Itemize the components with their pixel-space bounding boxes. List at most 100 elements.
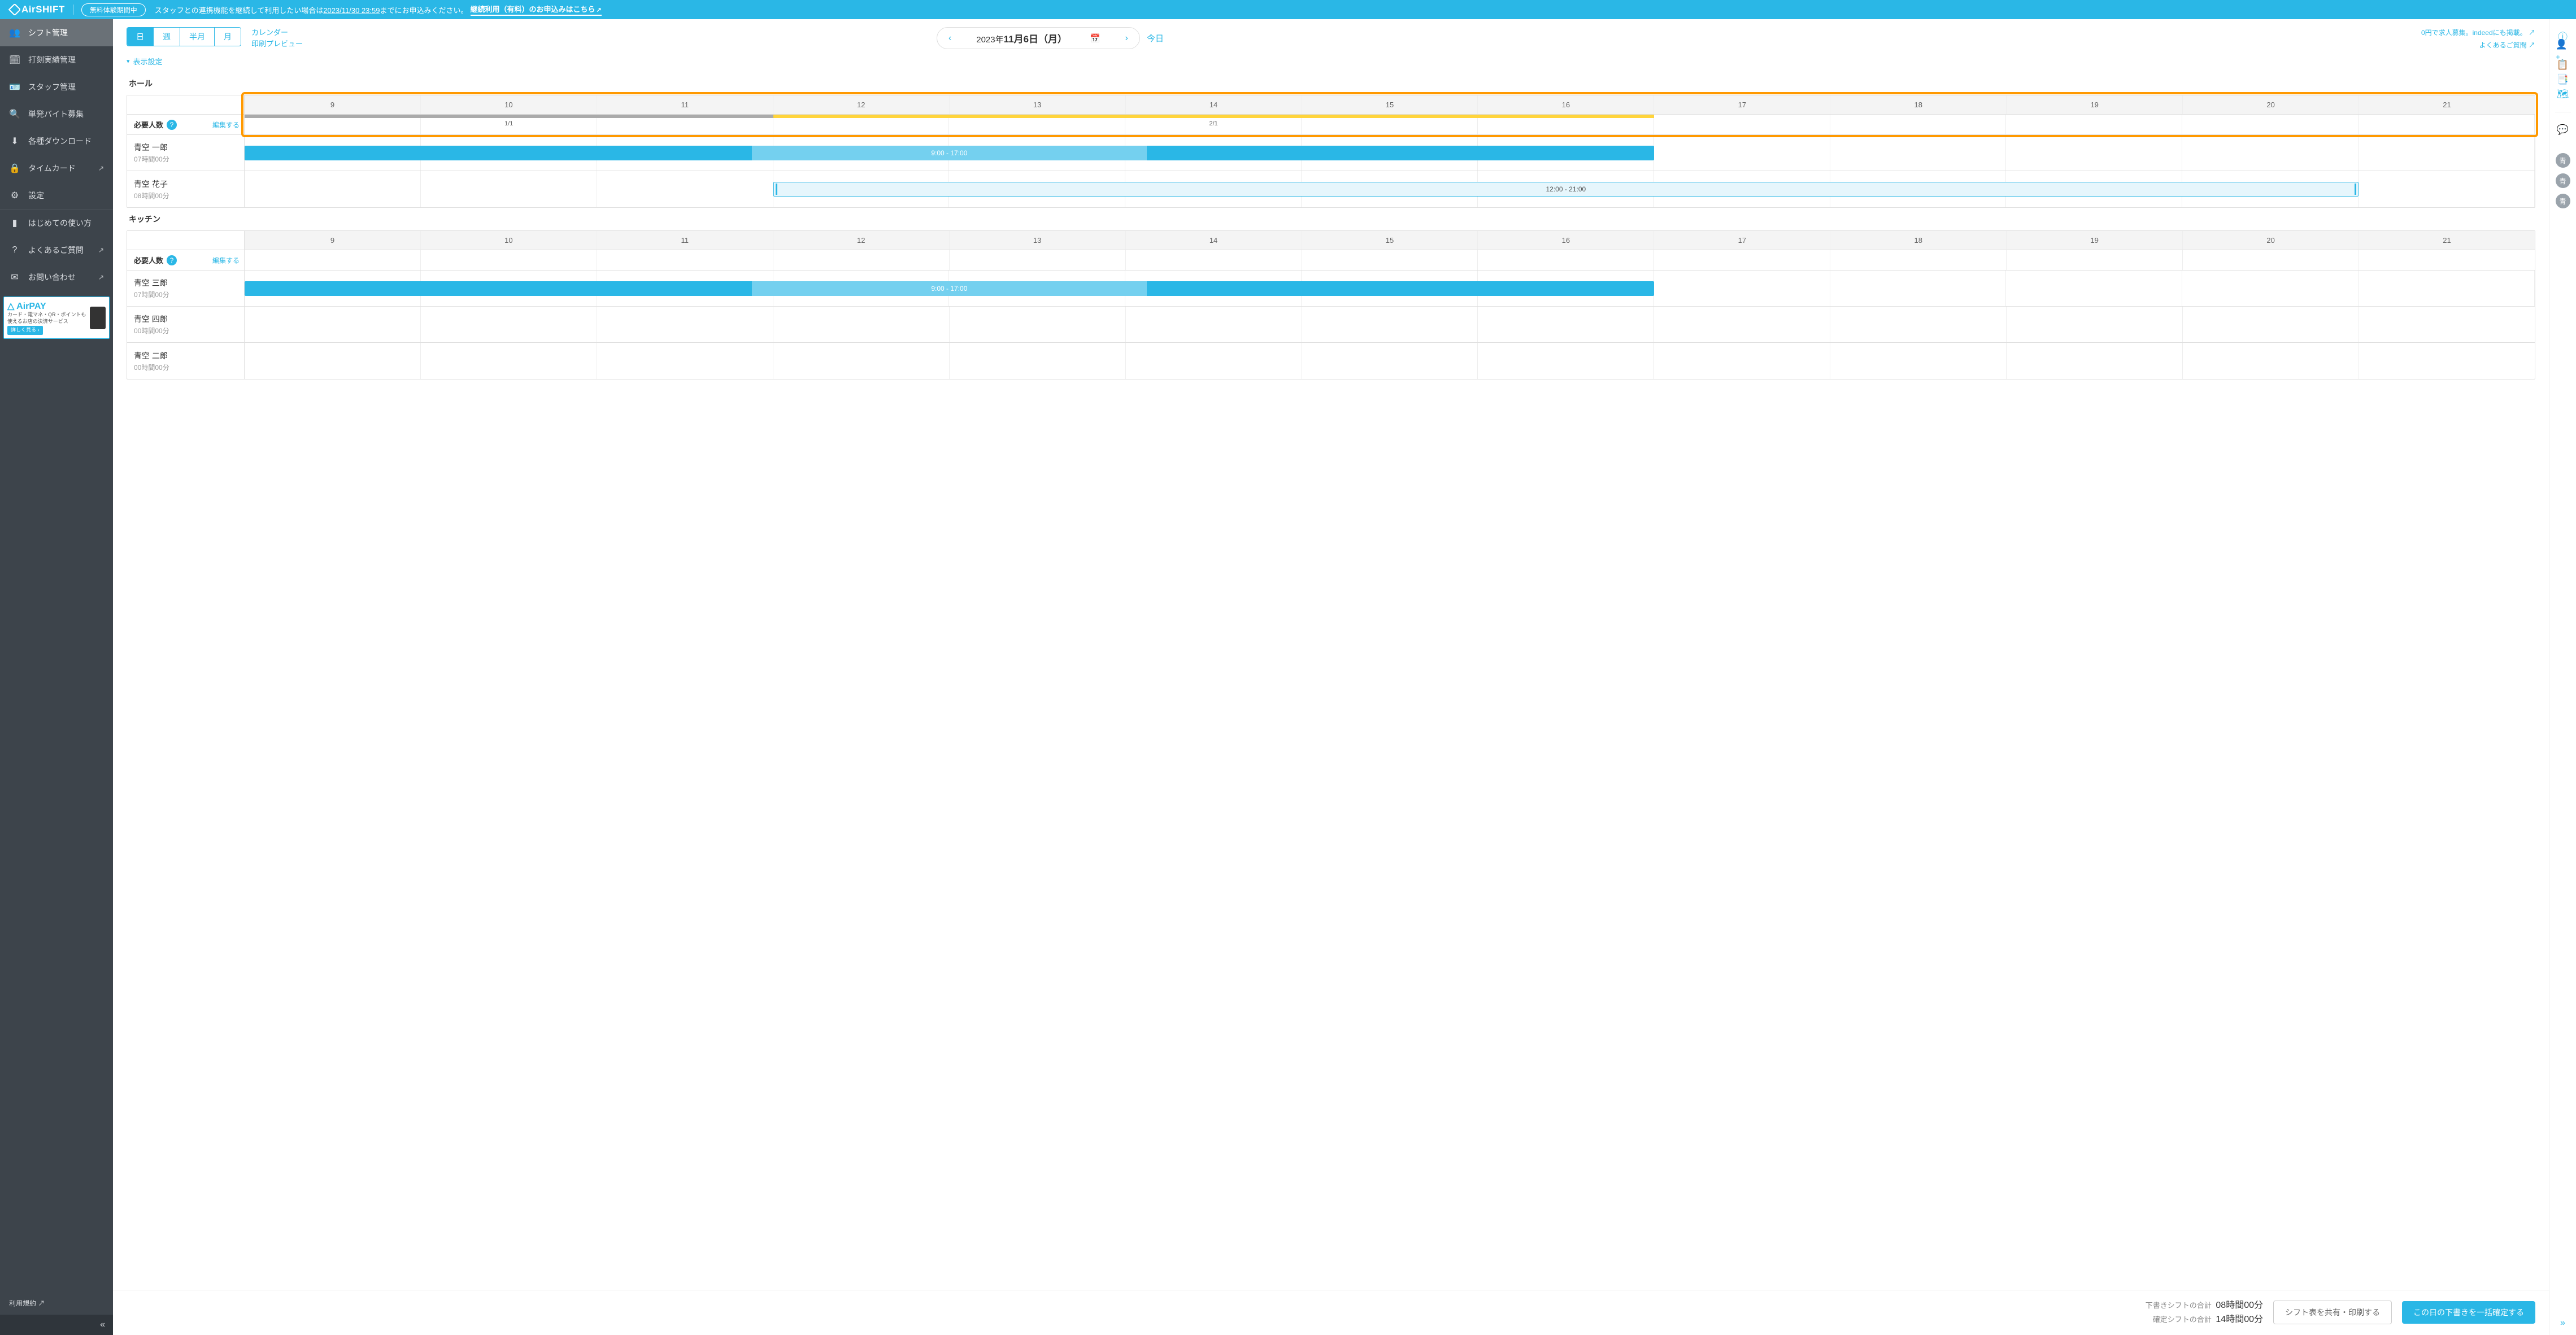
hour-header: 13	[950, 95, 1126, 114]
toolbar: 日週半月月 カレンダー 印刷プレビュー ‹ 2023年11月6日（月） 📅 › …	[113, 19, 2549, 56]
footer-bar: 下書きシフトの合計 08時間00分 確定シフトの合計 14時間00分 シフト表を…	[113, 1290, 2549, 1335]
help-icon[interactable]: ?	[167, 120, 177, 130]
sidebar-item-label: お問い合わせ	[28, 272, 76, 283]
sidebar-ad-airpay[interactable]: △ AirPAY カード・電マネ・QR・ポイントも使えるお店の決済サービス 詳し…	[3, 296, 110, 339]
sidebar-item-label: シフト管理	[28, 27, 68, 38]
sidebar-collapse-button[interactable]: «	[0, 1315, 113, 1335]
staff-name: 青空 四郎	[134, 313, 237, 325]
view-segment: 日週半月月	[127, 27, 241, 46]
sidebar-item-6[interactable]: ⚙設定	[0, 182, 113, 209]
calendar-link[interactable]: カレンダー	[251, 27, 303, 38]
sidebar-item-0[interactable]: 👥シフト管理	[0, 19, 113, 46]
sidebar-icon: ?	[9, 245, 20, 255]
app-logo: AirSHIFT	[10, 4, 65, 15]
sidebar-icon: ✉	[9, 272, 20, 283]
hour-header: 13	[950, 231, 1126, 250]
hour-header: 17	[1654, 95, 1830, 114]
rail-expand-button[interactable]: »	[2560, 1318, 2565, 1328]
prev-day-button[interactable]: ‹	[946, 33, 954, 43]
next-day-button[interactable]: ›	[1123, 33, 1130, 43]
faq-link[interactable]: よくあるご質問 ↗	[2421, 40, 2535, 52]
staff-hours: 08時間00分	[134, 191, 237, 200]
confirm-all-button[interactable]: この日の下書きを一括確定する	[2402, 1301, 2535, 1324]
sidebar-terms-link[interactable]: 利用規約 ↗	[0, 1292, 113, 1315]
sidebar-icon: 🔍	[9, 108, 20, 120]
hour-header: 10	[421, 231, 597, 250]
staff-row: 青空 四郎00時間00分	[127, 307, 2535, 343]
rail-avatar-2[interactable]: 青	[2556, 194, 2570, 208]
external-icon: ↗	[98, 273, 104, 281]
hour-header: 16	[1478, 95, 1654, 114]
schedule-grid: 9101112131415161718192021必要人数?編集する青空 三郎0…	[127, 230, 2535, 379]
external-icon: ↗	[597, 7, 602, 14]
sidebar-icon: ⚙	[9, 190, 20, 201]
sidebar-icon: 🪪	[9, 81, 20, 93]
hour-header: 19	[2007, 231, 2183, 250]
staff-row: 青空 一郎07時間00分 9:00 - 17:00	[127, 135, 2535, 171]
date-navigator: ‹ 2023年11月6日（月） 📅 ›	[937, 27, 1140, 49]
seg-月[interactable]: 月	[215, 28, 241, 46]
sidebar-item-5[interactable]: 🔒タイムカード↗	[0, 155, 113, 182]
staff-name: 青空 一郎	[134, 142, 237, 153]
sidebar-item-2[interactable]: 🪪 スタッフ管理	[0, 73, 113, 101]
hour-header: 21	[2359, 95, 2535, 114]
rail-icon-2[interactable]: 📋	[2556, 58, 2570, 72]
sidebar-item-label: 単発バイト募集	[28, 108, 84, 120]
hour-header: 10	[421, 95, 597, 114]
trial-banner: AirSHIFT 無料体験期間中 スタッフとの連携機能を継続して利用したい場合は…	[0, 0, 2576, 19]
edit-required-link[interactable]: 編集する	[212, 255, 240, 265]
rail-icon-4[interactable]: 🗺	[2556, 87, 2570, 102]
share-print-button[interactable]: シフト表を共有・印刷する	[2273, 1301, 2392, 1324]
calendar-icon[interactable]: 📅	[1090, 33, 1100, 43]
hour-header: 9	[245, 231, 421, 250]
sidebar-item-0[interactable]: ▮はじめての使い方	[0, 210, 113, 237]
trial-pill: 無料体験期間中	[81, 3, 146, 16]
banner-cta-link[interactable]: 継続利用（有料）のお申込みはこちら↗	[471, 3, 602, 16]
rail-icon-3[interactable]: 📑	[2556, 72, 2570, 87]
seg-日[interactable]: 日	[127, 28, 154, 46]
chat-icon[interactable]: 💬	[2556, 123, 2570, 137]
rail-icon-1[interactable]: 👤₊	[2556, 43, 2570, 58]
sidebar-item-1[interactable]: ?よくあるご質問↗	[0, 237, 113, 264]
rail-avatar-0[interactable]: 青	[2556, 153, 2570, 168]
shift-bar[interactable]: 12:00 - 21:00	[773, 182, 2359, 197]
sidebar-item-4[interactable]: ⬇各種ダウンロード	[0, 128, 113, 155]
hour-header: 9	[245, 95, 421, 114]
staff-name: 青空 二郎	[134, 350, 237, 361]
seg-週[interactable]: 週	[154, 28, 180, 46]
sidebar-item-3[interactable]: 🔍 単発バイト募集	[0, 101, 113, 128]
external-icon: ↗	[98, 246, 104, 254]
help-icon[interactable]: ?	[167, 255, 177, 265]
staff-hours: 07時間00分	[134, 290, 237, 299]
hour-header: 20	[2183, 231, 2359, 250]
sidebar-item-label: スタッフ管理	[28, 81, 76, 93]
shift-bar[interactable]: 9:00 - 17:00	[245, 281, 1654, 296]
shift-bar[interactable]: 9:00 - 17:00	[245, 146, 1654, 160]
hour-header: 15	[1302, 231, 1478, 250]
hour-header: 18	[1830, 95, 2007, 114]
rail-avatar-1[interactable]: 青	[2556, 173, 2570, 188]
edit-required-link[interactable]: 編集する	[212, 120, 240, 129]
display-settings-toggle[interactable]: ▾表示設定	[113, 56, 2549, 72]
sidebar-item-2[interactable]: ✉ お問い合わせ ↗	[0, 264, 113, 291]
sidebar: 👥シフト管理🗓打刻実績管理 🪪 スタッフ管理 🔍 単発バイト募集 ⬇各種ダウンロード🔒タイ…	[0, 19, 113, 1335]
hour-header: 12	[773, 231, 950, 250]
recruit-link[interactable]: 0円で求人募集。indeedにも掲載。 ↗	[2421, 27, 2535, 40]
sidebar-item-1[interactable]: 🗓打刻実績管理	[0, 46, 113, 73]
hour-header: 19	[2007, 95, 2183, 114]
staff-name: 青空 三郎	[134, 277, 237, 289]
seg-半月[interactable]: 半月	[180, 28, 215, 46]
hour-header: 14	[1126, 231, 1302, 250]
print-preview-link[interactable]: 印刷プレビュー	[251, 38, 303, 50]
external-icon: ↗	[98, 164, 104, 172]
hour-header: 14	[1126, 95, 1302, 114]
sidebar-icon: ▮	[9, 217, 20, 229]
staff-hours: 00時間00分	[134, 326, 237, 335]
staff-hours: 07時間00分	[134, 154, 237, 164]
today-button[interactable]: 今日	[1147, 32, 1164, 44]
hour-header: 11	[597, 231, 773, 250]
staff-hours: 00時間00分	[134, 363, 237, 372]
totals: 下書きシフトの合計 08時間00分 確定シフトの合計 14時間00分	[2146, 1298, 2263, 1327]
current-date: 2023年11月6日（月）	[976, 31, 1067, 45]
hour-header: 21	[2359, 231, 2535, 250]
